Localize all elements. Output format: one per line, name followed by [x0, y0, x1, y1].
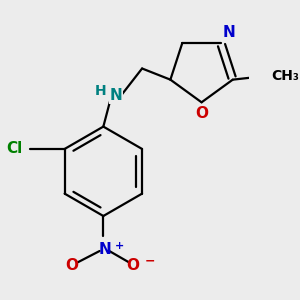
Text: +: +: [115, 241, 124, 250]
Text: O: O: [195, 106, 208, 121]
Text: O: O: [66, 258, 79, 273]
Text: Cl: Cl: [6, 141, 22, 156]
Text: CH₃: CH₃: [272, 69, 299, 83]
Text: −: −: [145, 255, 156, 268]
Text: H: H: [94, 84, 106, 98]
Text: N: N: [98, 242, 111, 257]
Text: N: N: [110, 88, 122, 103]
Text: O: O: [127, 258, 140, 273]
Text: N: N: [222, 25, 235, 40]
